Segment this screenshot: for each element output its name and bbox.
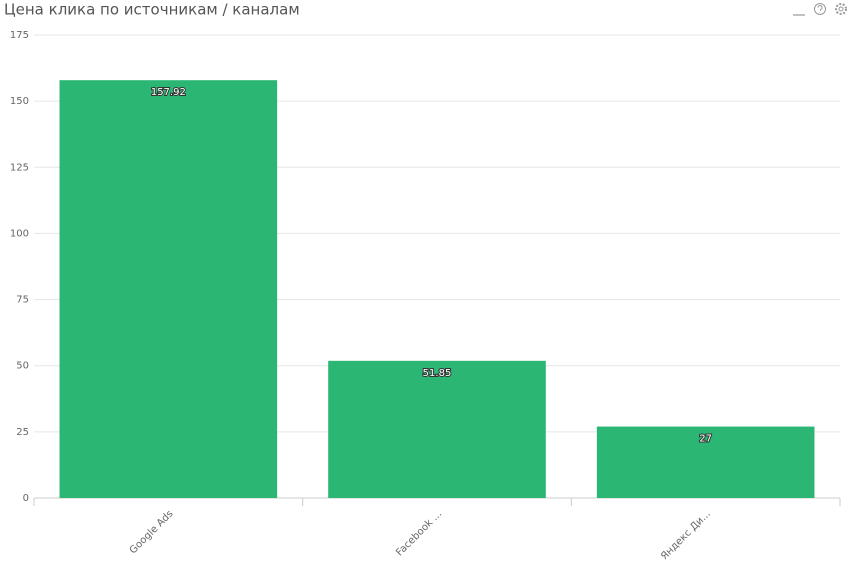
y-tick-label: 50: [16, 361, 29, 372]
chart-title: Цена клика по источникам / каналам: [4, 1, 300, 19]
value-label: 157.92: [151, 87, 186, 98]
x-tick-label: Яндекс Ди...: [659, 508, 713, 562]
y-tick-label: 125: [10, 162, 29, 173]
value-label: 51.85: [423, 368, 452, 379]
x-tick-label: Facebook ...: [394, 508, 444, 558]
settings-icon[interactable]: [835, 3, 847, 15]
x-tick-label: Google Ads: [128, 508, 176, 556]
bar: [59, 80, 278, 499]
y-tick-label: 0: [23, 493, 29, 504]
value-label: 27: [699, 434, 712, 445]
help-icon[interactable]: [814, 3, 826, 15]
y-tick-label: 150: [10, 96, 29, 107]
y-tick-label: 75: [16, 295, 29, 306]
y-tick-label: 25: [16, 427, 29, 438]
y-tick-label: 175: [10, 30, 29, 41]
y-tick-label: 100: [10, 228, 29, 239]
bar: [328, 360, 546, 498]
bar: [596, 426, 815, 498]
